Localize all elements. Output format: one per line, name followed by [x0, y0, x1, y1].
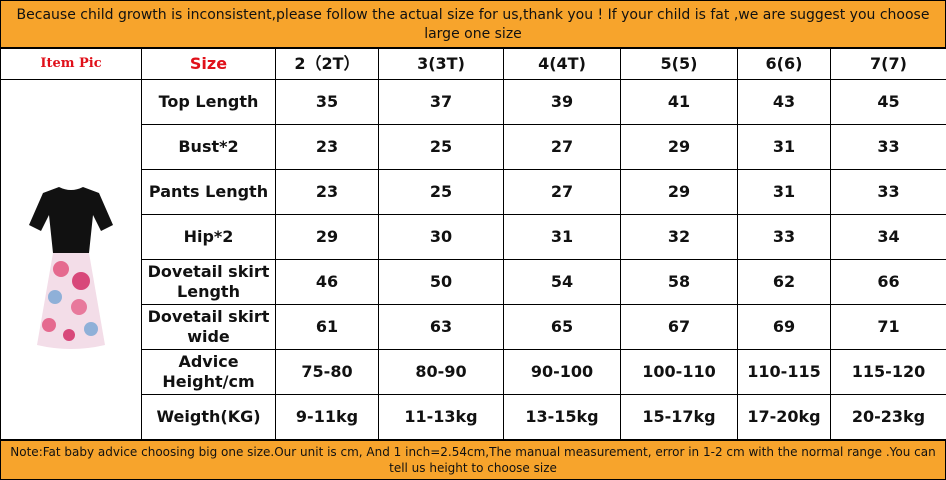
cell-value: 35	[276, 80, 379, 125]
cell-value: 41	[621, 80, 738, 125]
cell-value: 23	[276, 125, 379, 170]
column-header: Item Pic	[1, 49, 142, 80]
cell-value: 13-15kg	[504, 395, 621, 440]
column-header: 4(4T)	[504, 49, 621, 80]
cell-value: 20-23kg	[831, 395, 946, 440]
item-pic-cell	[1, 80, 142, 440]
row-label: Weigth(KG)	[142, 395, 276, 440]
cell-value: 110-115	[738, 350, 831, 395]
column-header: Size	[142, 49, 276, 80]
cell-value: 31	[738, 170, 831, 215]
row-label: Hip*2	[142, 215, 276, 260]
cell-value: 61	[276, 305, 379, 350]
cell-value: 37	[379, 80, 504, 125]
cell-value: 15-17kg	[621, 395, 738, 440]
note-banner: Note:Fat baby advice choosing big one si…	[0, 440, 946, 480]
cell-value: 75-80	[276, 350, 379, 395]
cell-value: 17-20kg	[738, 395, 831, 440]
row-label: Dovetail skirt Length	[142, 260, 276, 305]
cell-value: 33	[831, 170, 946, 215]
cell-value: 30	[379, 215, 504, 260]
cell-value: 25	[379, 170, 504, 215]
cell-value: 71	[831, 305, 946, 350]
cell-value: 9-11kg	[276, 395, 379, 440]
column-header: 3(3T)	[379, 49, 504, 80]
header-banner: Because child growth is inconsistent,ple…	[0, 0, 946, 48]
cell-value: 100-110	[621, 350, 738, 395]
cell-value: 54	[504, 260, 621, 305]
cell-value: 11-13kg	[379, 395, 504, 440]
cell-value: 80-90	[379, 350, 504, 395]
cell-value: 46	[276, 260, 379, 305]
cell-value: 27	[504, 170, 621, 215]
column-header: 2（2T）	[276, 49, 379, 80]
row-label: Pants Length	[142, 170, 276, 215]
cell-value: 58	[621, 260, 738, 305]
cell-value: 65	[504, 305, 621, 350]
cell-value: 115-120	[831, 350, 946, 395]
cell-value: 29	[621, 170, 738, 215]
cell-value: 69	[738, 305, 831, 350]
cell-value: 31	[738, 125, 831, 170]
cell-value: 27	[504, 125, 621, 170]
cell-value: 67	[621, 305, 738, 350]
column-header: 6(6)	[738, 49, 831, 80]
row-label: Advice Height/cm	[142, 350, 276, 395]
cell-value: 43	[738, 80, 831, 125]
cell-value: 66	[831, 260, 946, 305]
cell-value: 63	[379, 305, 504, 350]
cell-value: 23	[276, 170, 379, 215]
column-header: 5(5)	[621, 49, 738, 80]
cell-value: 32	[621, 215, 738, 260]
cell-value: 90-100	[504, 350, 621, 395]
cell-value: 25	[379, 125, 504, 170]
row-label: Dovetail skirt wide	[142, 305, 276, 350]
cell-value: 50	[379, 260, 504, 305]
row-label: Bust*2	[142, 125, 276, 170]
cell-value: 39	[504, 80, 621, 125]
cell-value: 29	[276, 215, 379, 260]
cell-value: 45	[831, 80, 946, 125]
cell-value: 34	[831, 215, 946, 260]
item-picture	[21, 157, 121, 357]
cell-value: 62	[738, 260, 831, 305]
row-label: Top Length	[142, 80, 276, 125]
cell-value: 29	[621, 125, 738, 170]
cell-value: 31	[504, 215, 621, 260]
column-header: 7(7)	[831, 49, 946, 80]
cell-value: 33	[831, 125, 946, 170]
cell-value: 33	[738, 215, 831, 260]
